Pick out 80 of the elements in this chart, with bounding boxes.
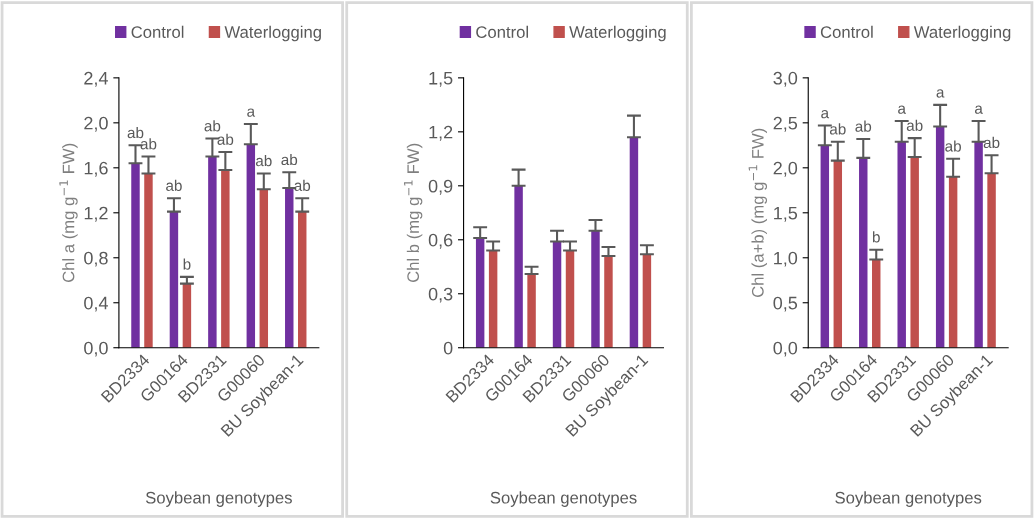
- legend-label: Control: [476, 25, 528, 38]
- y-tick-label: 2,0: [773, 161, 798, 177]
- bar: [488, 250, 498, 348]
- annotation: b: [183, 258, 191, 270]
- bar: [169, 211, 179, 348]
- bar: [182, 283, 192, 348]
- y-tick-label: 1,0: [774, 251, 798, 267]
- bar: [298, 211, 307, 348]
- y-tick-label: 1,2: [84, 206, 108, 222]
- annotation: a: [936, 89, 945, 98]
- annotation: ab: [140, 138, 157, 150]
- x-axis-title: Soybean genotypes: [835, 491, 982, 507]
- y-tick-label: 0,4: [84, 296, 108, 312]
- y-tick-label: 0,8: [84, 251, 108, 267]
- bar: [629, 137, 639, 348]
- annotation: ab: [906, 119, 923, 131]
- annotation: b: [872, 231, 880, 243]
- y-tick-label: 1,5: [774, 206, 798, 222]
- bar: [642, 254, 652, 348]
- legend-label: Waterlogging: [569, 25, 666, 42]
- bar: [833, 160, 843, 348]
- y-tick-label: 3,0: [773, 71, 798, 87]
- bar: [859, 157, 868, 348]
- annotation: a: [247, 108, 256, 117]
- bar: [820, 145, 830, 348]
- bar: [948, 176, 958, 348]
- annotation: ab: [127, 126, 144, 139]
- y-tick-label: 1,6: [84, 161, 108, 177]
- annotation: a: [975, 105, 983, 114]
- annotation: a: [821, 109, 830, 119]
- annotation: ab: [855, 120, 872, 132]
- annotation: ab: [166, 179, 182, 191]
- bar: [259, 189, 269, 348]
- legend-label: Waterlogging: [224, 25, 321, 42]
- annotation: ab: [255, 155, 272, 167]
- bar: [552, 241, 562, 348]
- bar: [604, 255, 613, 348]
- bar: [285, 188, 294, 348]
- bar: [475, 237, 485, 348]
- y-axis-title: Chl (a+b) (mg g$^{−1}$ FW): [748, 128, 768, 298]
- y-tick-label: 2,5: [773, 116, 798, 132]
- bar: [897, 141, 906, 348]
- y-tick-label: 2,4: [84, 71, 108, 87]
- y-tick-label: 2,0: [84, 116, 108, 132]
- bar: [221, 170, 230, 348]
- bar: [872, 259, 881, 348]
- annotation: ab: [829, 123, 846, 135]
- x-axis-title: Soybean genotypes: [145, 491, 292, 507]
- legend-label: Waterlogging: [913, 25, 1011, 42]
- bar: [527, 273, 536, 348]
- annotation: a: [898, 105, 906, 114]
- y-tick-label: 1,2: [429, 125, 453, 141]
- bar: [514, 185, 523, 348]
- y-tick-label: 0,6: [428, 233, 453, 249]
- bar: [591, 230, 600, 348]
- bar: [144, 173, 153, 348]
- y-axis-title: Chl a (mg g$^{−1}$ FW): [59, 143, 78, 283]
- annotation: ab: [217, 133, 234, 145]
- annotation: ab: [281, 153, 298, 166]
- legend-label: Control: [131, 25, 184, 38]
- annotation: ab: [945, 140, 961, 152]
- bar: [246, 144, 256, 348]
- bar: [974, 141, 983, 348]
- bar: [565, 250, 575, 348]
- y-tick-label: 0,5: [773, 296, 798, 312]
- bar: [935, 126, 945, 348]
- bar: [131, 163, 140, 348]
- annotation: ab: [983, 136, 1000, 149]
- x-axis-title: Soybean genotypes: [490, 491, 637, 507]
- y-tick-label: 0: [443, 341, 453, 355]
- y-axis-title: Chl b (mg g$^{−1}$ FW): [404, 143, 423, 283]
- y-tick-label: 0,3: [428, 287, 453, 303]
- legend-label: Control: [820, 25, 873, 38]
- y-tick-label: 1,5: [429, 71, 453, 87]
- bar: [910, 157, 919, 348]
- bar: [208, 156, 217, 348]
- annotation: ab: [204, 120, 221, 132]
- y-tick-label: 0,9: [428, 179, 453, 195]
- bar: [987, 173, 996, 348]
- annotation: ab: [294, 179, 311, 191]
